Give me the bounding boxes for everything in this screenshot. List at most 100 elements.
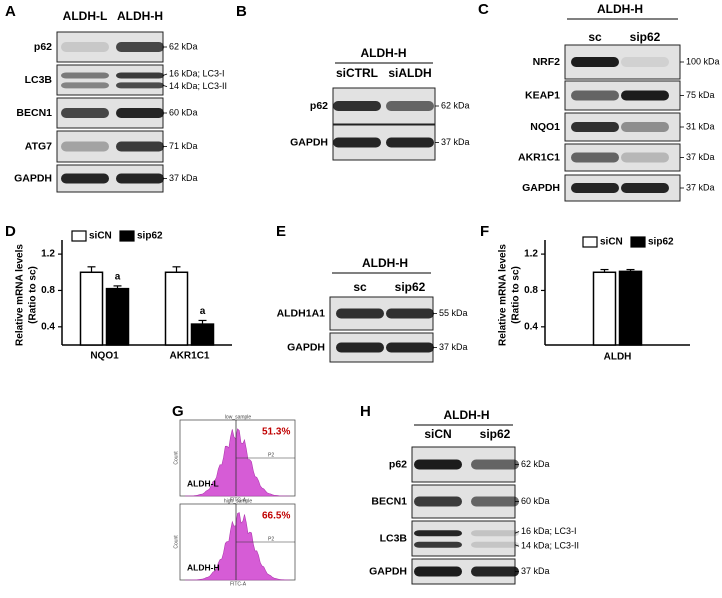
band [414, 459, 462, 470]
panel-label: E [276, 223, 286, 240]
blot-header: ALDH-H [362, 256, 408, 270]
band [386, 101, 434, 111]
band [61, 72, 109, 79]
legend-label: sip62 [137, 231, 163, 242]
panel-label: B [236, 3, 247, 20]
group-label: ALDH-L [187, 478, 219, 488]
kda-label: 62 kDa [521, 459, 550, 469]
blot-strip [56, 64, 164, 96]
y-tick-label: 0.8 [41, 285, 55, 296]
protein-label: GAPDH [14, 172, 52, 184]
band [621, 122, 669, 132]
bar [79, 271, 104, 346]
kda-label: 16 kDa; LC3-I [169, 68, 225, 78]
band [571, 183, 619, 193]
legend-swatch [119, 230, 135, 242]
protein-label: BECN1 [371, 495, 407, 507]
lane-label: sc [353, 280, 367, 294]
bar [164, 271, 189, 346]
band [414, 566, 462, 577]
panel-label: C [478, 1, 489, 18]
protein-label: p62 [310, 100, 328, 112]
kda-label: 31 kDa [686, 121, 715, 131]
band [414, 496, 462, 507]
band [336, 308, 384, 319]
gate-label: P2 [268, 536, 274, 542]
histogram [185, 512, 291, 581]
protein-label: KEAP1 [525, 89, 560, 101]
x-axis-label: FITC-A [230, 581, 247, 587]
y-axis-label: Relative mRNA levels [15, 244, 26, 346]
gate-label: P2 [268, 452, 274, 458]
band [471, 459, 519, 470]
band [571, 90, 619, 101]
protein-label: ATG7 [25, 140, 52, 152]
histogram [184, 428, 290, 497]
y-tick-label: 0.8 [524, 285, 538, 296]
kda-label: 62 kDa [169, 41, 198, 51]
band [61, 82, 109, 89]
kda-label: 100 kDa [686, 56, 720, 66]
marker-tick [162, 85, 168, 87]
band [386, 308, 434, 319]
band [471, 566, 519, 577]
lane-label: ALDH-L [63, 9, 108, 23]
band [621, 183, 669, 193]
percent-label: 51.3% [262, 427, 290, 438]
protein-label: NRF2 [533, 56, 561, 68]
panel-label: F [480, 223, 489, 240]
lane-label: siCN [424, 427, 451, 441]
kda-label: 37 kDa [686, 182, 715, 192]
band [333, 137, 381, 148]
kda-label: 75 kDa [686, 90, 715, 100]
band [571, 122, 619, 132]
band [621, 90, 669, 101]
band [571, 152, 619, 163]
y-tick-label: 0.4 [524, 321, 538, 332]
panel-label: D [5, 223, 16, 240]
lane-label: siALDH [388, 66, 431, 80]
band [471, 530, 519, 537]
bar [105, 287, 130, 346]
y-axis-label: (Ratio to sc) [511, 266, 522, 324]
band [414, 530, 462, 537]
kda-label: 37 kDa [169, 173, 198, 183]
legend-label: siCN [89, 231, 112, 242]
protein-label: GAPDH [287, 341, 325, 353]
marker-tick [514, 531, 520, 534]
kda-label: 37 kDa [686, 152, 715, 162]
band [333, 101, 381, 111]
blot-header: ALDH-H [597, 2, 643, 16]
protein-label: AKR1C1 [518, 151, 560, 163]
kda-label: 62 kDa [441, 100, 470, 110]
significance-label: a [200, 306, 206, 317]
band [336, 342, 384, 353]
lane-label: sip62 [480, 427, 511, 441]
protein-label: GAPDH [522, 182, 560, 194]
band [61, 108, 109, 118]
bar [190, 323, 215, 346]
protein-label: LC3B [380, 532, 408, 544]
band [116, 82, 164, 89]
band [386, 137, 434, 148]
y-axis-label: (Ratio to sc) [28, 266, 39, 324]
legend-label: siCN [600, 237, 623, 248]
blot-header: ALDH-H [361, 46, 407, 60]
legend-swatch [71, 230, 87, 242]
protein-label: p62 [389, 458, 407, 470]
lane-label: sip62 [395, 280, 426, 294]
x-tick-label: AKR1C1 [169, 351, 209, 362]
kda-label: 37 kDa [441, 137, 470, 147]
sample-name: high_sample [224, 498, 253, 504]
band [386, 342, 434, 353]
group-label: ALDH-H [187, 562, 220, 572]
x-tick-label: NQO1 [90, 351, 119, 362]
panel-label: A [5, 3, 16, 20]
band [61, 141, 109, 152]
kda-label: 14 kDa; LC3-II [521, 541, 579, 551]
y-axis-label: Count [173, 451, 179, 465]
legend-label: sip62 [648, 237, 674, 248]
y-axis-label: Count [173, 535, 179, 549]
x-axis-label: FITC-A [230, 497, 247, 503]
marker-tick [514, 544, 520, 547]
